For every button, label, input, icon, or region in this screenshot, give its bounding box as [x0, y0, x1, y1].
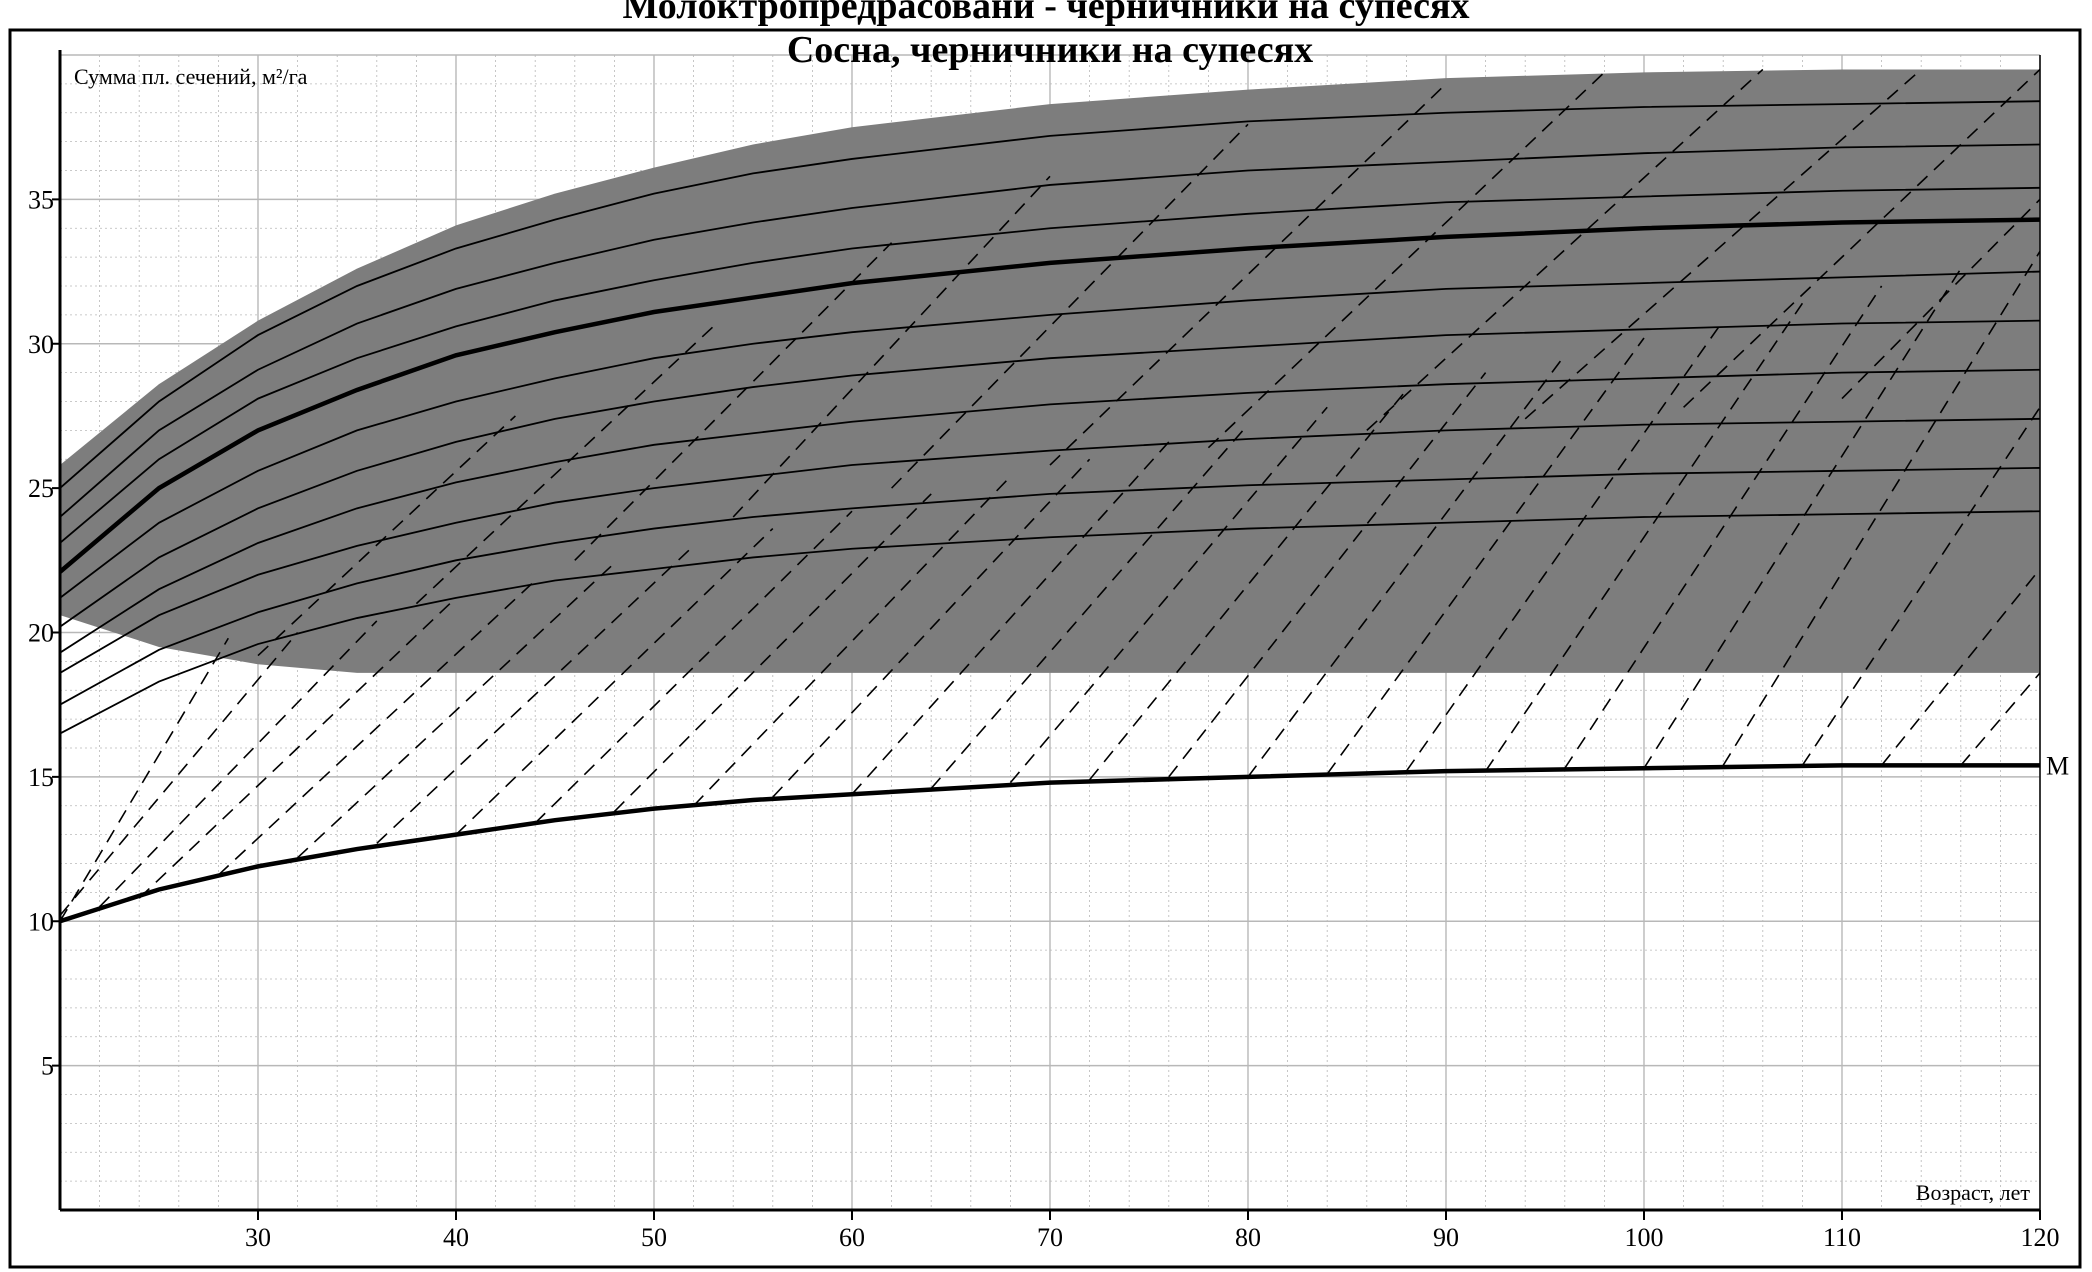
dashed-growth-line: [1247, 354, 1566, 778]
series-label: М: [2046, 751, 2069, 780]
x-tick-label: 110: [1823, 1223, 1861, 1252]
dashed-growth-line: [297, 562, 615, 859]
dashed-growth-line: [1722, 250, 2040, 766]
dashed-growth-line: [1801, 406, 2040, 766]
series-line: [60, 143, 2040, 518]
dashed-growth-line: [851, 441, 1170, 795]
x-tick-label: 70: [1037, 1223, 1063, 1252]
dashed-growth-line: [1643, 268, 1962, 769]
series-labels: М: [2046, 751, 2069, 780]
x-tick-label: 120: [2021, 1223, 2060, 1252]
dashed-growth-line: [1524, 68, 1922, 420]
series-line: [60, 100, 2040, 489]
dashed-growth-line: [1088, 389, 1408, 781]
dashed-growth-line: [574, 242, 893, 561]
dashed-growth-line: [1009, 406, 1328, 784]
dashed-growth-line: [99, 620, 378, 908]
dashed-growth-line: [891, 123, 1249, 489]
series-line: [60, 417, 2040, 674]
series-line: [60, 319, 2040, 628]
dashed-growth-line: [138, 597, 457, 899]
chart-title: Сосна, черничники на супесях: [787, 29, 1313, 71]
dashed-growth-line: [1880, 568, 2040, 766]
y-tick-label: 35: [28, 185, 54, 214]
series-line-bold: [60, 763, 2040, 924]
x-tick-label: 100: [1625, 1223, 1664, 1252]
y-tick-label: 25: [28, 474, 54, 503]
series-line: [60, 186, 2040, 544]
dashed-growth-line: [257, 415, 516, 657]
dashed-growth-line: [1683, 68, 2040, 408]
dashed-growth-line: [455, 527, 774, 836]
dashed-growth-line: [376, 545, 695, 844]
dashed-growth-line: [693, 476, 1011, 807]
x-tick-label: 60: [839, 1223, 865, 1252]
y-tick-label: 20: [28, 619, 54, 648]
x-tick-label: 40: [443, 1223, 469, 1252]
x-tick-label: 90: [1433, 1223, 1459, 1252]
top-caption: Молоктропредрасовани - черничники на суп…: [622, 0, 1469, 27]
dashed-growth-line: [1841, 198, 2040, 400]
dashed-growth-line: [60, 631, 299, 916]
dashed-growth-line: [1366, 68, 1764, 431]
dashed-growth-line: [1564, 285, 1883, 769]
dashed-growth-line: [1960, 672, 2040, 766]
dashed-growth-line: [60, 637, 229, 922]
x-tick-label: 30: [245, 1223, 271, 1252]
dashed-growth-line: [534, 510, 853, 824]
y-tick-label: 10: [28, 907, 54, 936]
series-line: [60, 467, 2040, 706]
dashed-growth-line: [1168, 372, 1487, 778]
dashed-growth-line: [1484, 302, 1804, 772]
tick-labels: 30 40 50 60 70 80 90 100 110 120 5 10 15 20 25 30 35: [28, 185, 2060, 1252]
dashed-growth-line: [930, 424, 1249, 789]
dashed-growth-line: [732, 175, 1051, 518]
outer-frame: [8, 28, 2082, 1269]
dashed-growth-line: [217, 579, 536, 876]
series-line-bold: [60, 217, 2040, 574]
dashed-growth-line: [1326, 337, 1645, 775]
y-tick-label: 5: [41, 1052, 54, 1081]
series-line: [60, 368, 2040, 654]
dashed-growth-line: [772, 458, 1091, 798]
y-tick-label: 30: [28, 330, 54, 359]
y-axis-title: Сумма пл. сечений, м²/га: [74, 64, 308, 89]
x-axis-title: Возраст, лет: [1916, 1180, 2031, 1205]
x-tick-label: 50: [641, 1223, 667, 1252]
series-lines: [60, 100, 2040, 924]
series-line: [60, 510, 2040, 735]
y-tick-label: 15: [28, 763, 54, 792]
series-line: [60, 270, 2040, 599]
x-tick-label: 80: [1235, 1223, 1261, 1252]
